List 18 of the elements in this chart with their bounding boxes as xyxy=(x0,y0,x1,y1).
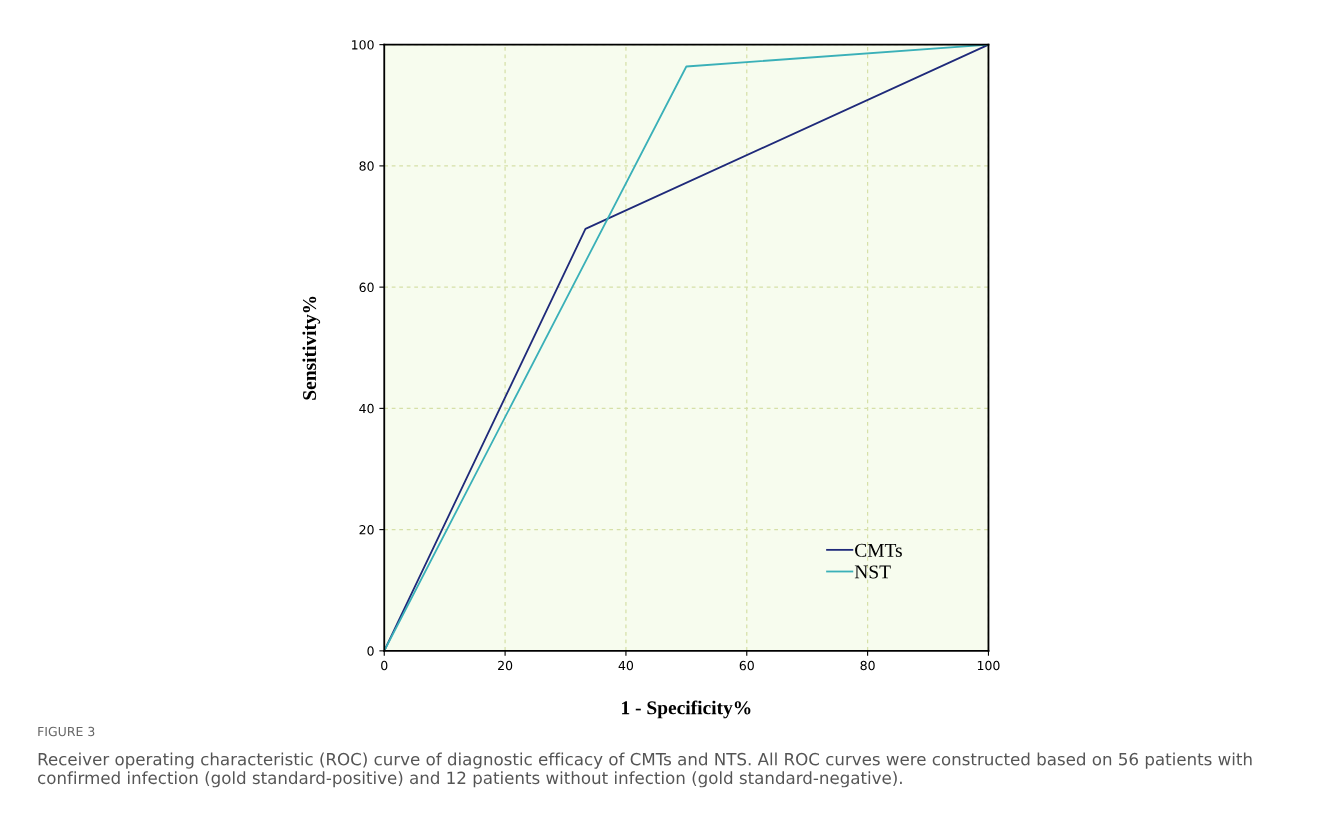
y-tick-label: 100 xyxy=(352,40,374,50)
x-axis-title: 1 - Specificity% xyxy=(622,700,751,719)
legend-label: CMTs xyxy=(855,543,902,557)
x-tick-label: 40 xyxy=(618,660,634,671)
text: Receiver operating characteristic (ROC) curve of diagnostic efficacy of CMTs and NTS. All ROC curves were constructed based on 56 patients with confirmed infection (gold standard-positive) and 12 patients without infection (gold standard-negative). xyxy=(38,752,1252,788)
y-tick-label: 80 xyxy=(359,161,374,171)
text: FIGURE 3 xyxy=(38,726,95,737)
y-tick-label: 40 xyxy=(359,403,374,414)
y-tick-label: 0 xyxy=(367,646,374,656)
x-tick-label: 80 xyxy=(860,660,875,671)
x-tick-label: 60 xyxy=(739,660,754,671)
x-tick-label: 0 xyxy=(381,660,388,671)
y-tick-label: 60 xyxy=(359,282,374,293)
x-tick-label: 20 xyxy=(498,660,513,671)
y-axis-title: Sensitivity% xyxy=(302,296,321,400)
legend-label: NST xyxy=(854,565,891,579)
y-tick-label: 20 xyxy=(359,525,374,535)
x-tick-label: 100 xyxy=(977,660,1000,671)
